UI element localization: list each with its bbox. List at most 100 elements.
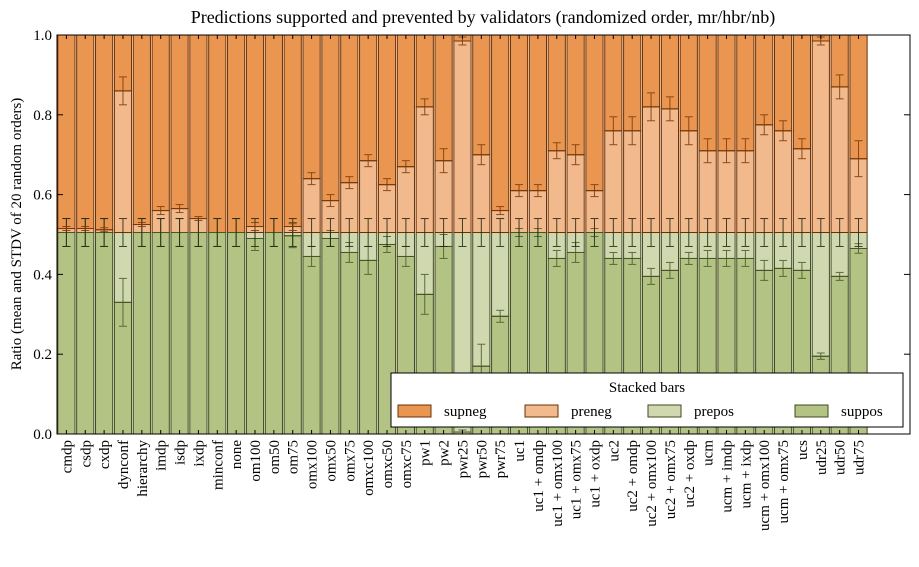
error-bar-prepos <box>156 218 165 247</box>
y-tick-label: 0.4 <box>33 267 52 283</box>
error-bar-preneg <box>717 138 736 164</box>
bar-supneg <box>773 34 793 132</box>
bar-supneg <box>132 34 151 226</box>
error-bar-prepos <box>647 218 656 247</box>
error-bar-prepos <box>609 218 618 247</box>
bar-preneg <box>641 106 661 234</box>
legend-label-prepos: prepos <box>694 404 734 420</box>
x-tick-label: omx50 <box>323 440 339 482</box>
x-tick-label: omxc50 <box>380 440 396 488</box>
bar-suppos <box>132 232 151 435</box>
x-tick-label: om100 <box>248 440 264 482</box>
error-bar-preneg <box>529 184 547 198</box>
x-tick-label: udr25 <box>814 440 830 475</box>
x-tick-label: dynconf <box>116 440 132 489</box>
x-tick-label: uc1 + oxdp <box>587 440 603 508</box>
error-bar-preneg <box>623 116 641 146</box>
bar-supneg <box>849 34 868 160</box>
error-bar-preneg <box>567 144 585 166</box>
error-bar-suppos <box>680 251 698 265</box>
x-tick-label: isdp <box>173 440 189 465</box>
x-tick-label: pw2 <box>437 440 453 466</box>
error-bar-preneg <box>736 138 754 164</box>
x-tick-label: ixdp <box>191 440 207 467</box>
bar-suppos <box>151 232 170 435</box>
bar-supneg <box>377 34 397 186</box>
y-axis: 0.0 0.2 0.4 0.6 0.8 1.0 <box>33 28 910 443</box>
error-bar-preneg <box>133 222 151 228</box>
x-tick-label: minconf <box>210 440 226 490</box>
error-bar-preneg <box>680 116 698 146</box>
error-bar-prepos <box>684 218 693 247</box>
legend-label-preneg: preneg <box>571 404 612 420</box>
bar-preneg <box>755 124 774 234</box>
error-bar-suppos <box>831 271 849 281</box>
error-bar-preneg <box>699 138 717 164</box>
error-bar-preneg <box>378 178 396 192</box>
error-bar-suppos <box>736 249 754 267</box>
x-tick-label: omx100 <box>305 440 321 489</box>
error-bar-suppos <box>642 267 660 285</box>
error-bar-prepos <box>590 218 599 247</box>
legend-swatch-supneg <box>397 404 432 418</box>
error-bar-preneg <box>491 206 509 216</box>
x-tick-label: cxdp <box>97 440 113 469</box>
x-tick-label: uc1 + omdp <box>531 440 547 512</box>
error-bar-preneg <box>510 184 528 198</box>
error-bar-preneg <box>397 160 415 174</box>
error-bar-preneg <box>472 144 490 166</box>
x-tick-label: udr50 <box>833 440 849 475</box>
error-bar-preneg <box>359 154 377 168</box>
error-bar-preneg <box>114 76 132 106</box>
bar-supneg <box>547 34 566 152</box>
bar-supneg <box>396 34 415 168</box>
error-bar-preneg <box>548 142 566 160</box>
bar-suppos <box>283 235 302 435</box>
error-bar-prepos <box>835 218 844 247</box>
error-bar-prepos <box>854 218 863 247</box>
bar-supneg <box>95 34 114 231</box>
bar-suppos <box>57 232 76 435</box>
legend: Stacked bars supneg preneg prepos suppos <box>390 372 904 428</box>
x-tick-label: ucm <box>701 440 717 466</box>
error-bar-preneg <box>585 184 604 198</box>
error-bar-prepos <box>326 218 335 247</box>
error-bar-preneg <box>95 227 113 233</box>
bar-supneg <box>283 34 302 228</box>
bar-supneg <box>359 34 378 162</box>
error-bar-preneg <box>57 226 75 232</box>
error-bar-preneg <box>755 114 773 136</box>
legend-swatch-suppos <box>794 404 829 418</box>
bar-suppos <box>245 237 265 435</box>
bar-supneg <box>340 34 359 184</box>
error-bar-prepos <box>760 218 769 247</box>
error-bar-prepos <box>741 218 750 247</box>
error-bar-prepos <box>269 218 278 247</box>
error-bar-prepos <box>175 218 184 247</box>
bar-suppos <box>189 232 208 435</box>
x-tick-label: omx75 <box>342 440 358 482</box>
x-tick-label: ucm + imdp <box>720 440 736 513</box>
y-tick-label: 0.8 <box>33 108 52 124</box>
bar-preneg <box>453 40 472 234</box>
error-bar-preneg <box>849 140 868 178</box>
error-bar-preneg <box>661 96 679 122</box>
error-bar-prepos <box>571 218 580 247</box>
bar-preneg <box>604 130 623 234</box>
legend-title: Stacked bars <box>609 380 685 396</box>
legend-label-supneg: supneg <box>444 404 487 420</box>
bar-supneg <box>57 34 76 230</box>
x-tick-label: hierarchy <box>135 440 151 497</box>
error-bar-preneg <box>284 222 302 232</box>
error-bar-preneg <box>435 148 453 174</box>
error-bar-suppos <box>699 249 717 267</box>
error-bar-suppos <box>604 251 622 265</box>
error-bar-suppos <box>812 352 830 360</box>
error-bar-prepos <box>62 218 71 247</box>
legend-box <box>390 372 904 428</box>
error-bar-prepos <box>458 218 467 247</box>
bar-supneg <box>566 34 585 156</box>
x-tick-label: ucm + omx75 <box>776 440 792 523</box>
x-tick-label: pwr25 <box>455 440 471 478</box>
bar-supneg <box>264 34 283 234</box>
